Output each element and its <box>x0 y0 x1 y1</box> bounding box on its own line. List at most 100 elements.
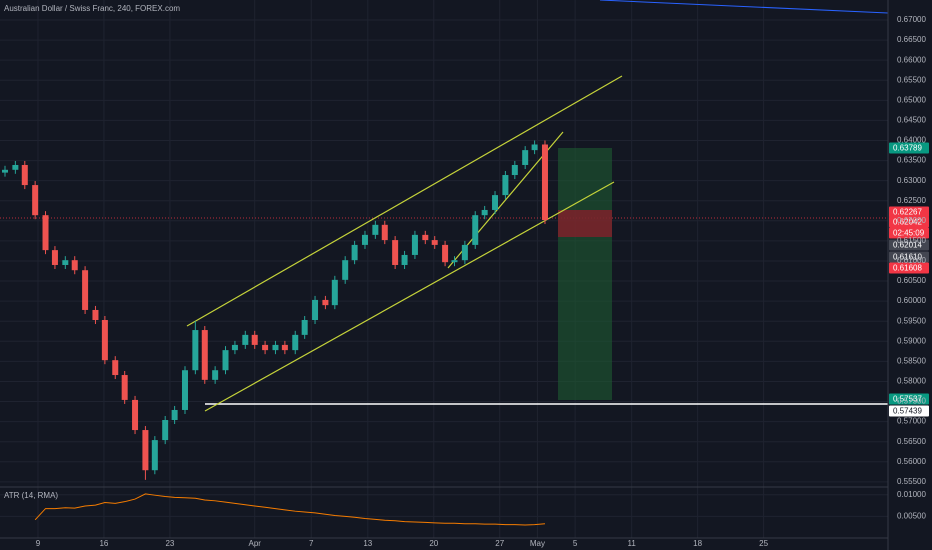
y-tick-label: 0.62500 <box>897 196 926 205</box>
candle-body <box>392 240 399 265</box>
candle-body <box>431 240 438 245</box>
candle-body <box>192 330 199 371</box>
candle-body <box>522 150 529 165</box>
x-tick-label: 18 <box>693 539 702 548</box>
candle-body <box>242 334 249 345</box>
candle-body <box>231 344 238 351</box>
x-tick-label: 5 <box>573 539 578 548</box>
candle-body <box>511 164 518 176</box>
candle-body <box>272 344 279 351</box>
candles <box>1 140 548 480</box>
candle-body <box>301 320 308 335</box>
candle-body <box>12 164 19 170</box>
x-tick-label: Apr <box>248 539 261 548</box>
y-tick-label: 0.67000 <box>897 15 926 24</box>
y-tick-label: 0.59000 <box>897 336 926 345</box>
price-tag-label: 02:45:09 <box>893 229 925 238</box>
candle-body <box>411 234 418 255</box>
y-tick-label: 0.62000 <box>897 216 926 225</box>
x-tick-label: 25 <box>759 539 768 548</box>
candle-body <box>531 144 538 151</box>
price-tag-label: 0.57537 <box>893 395 922 404</box>
price-tag <box>889 239 929 251</box>
candle-body <box>121 375 128 400</box>
candle-body <box>32 185 39 216</box>
price-tag <box>889 216 929 228</box>
y-tick-label: 0.61500 <box>897 236 926 245</box>
price-tag-label: 0.63789 <box>893 144 922 153</box>
candle-body <box>171 409 178 421</box>
y-tick-label: 0.65500 <box>897 75 926 84</box>
candle-body <box>201 330 208 380</box>
price-tag <box>889 251 929 263</box>
candle-body <box>322 299 329 306</box>
price-tag-label: 0.57439 <box>893 407 922 416</box>
candle-body <box>461 244 468 261</box>
candle-body <box>481 209 488 216</box>
candle-body <box>351 244 358 261</box>
y-tick-label: 0.57500 <box>897 397 926 406</box>
candle-body <box>222 350 229 371</box>
candle-body <box>401 254 408 265</box>
price-tag <box>889 227 929 239</box>
y-tick-label: 0.55500 <box>897 477 926 486</box>
grid <box>0 0 888 538</box>
candle-body <box>262 344 269 351</box>
candle-body <box>422 234 429 241</box>
candle-body <box>162 420 169 441</box>
candle-body <box>62 260 69 265</box>
y-tick-label: 0.65000 <box>897 95 926 104</box>
candle-body <box>101 320 108 361</box>
x-tick-label: May <box>530 539 545 548</box>
stop-zone <box>558 210 612 237</box>
y-tick-label: 0.64000 <box>897 136 926 145</box>
atr-line <box>34 493 546 526</box>
candle-body <box>42 215 49 251</box>
candle-body <box>381 224 388 241</box>
candle-body <box>21 164 28 186</box>
x-tick-label: 23 <box>165 539 174 548</box>
candle-body <box>112 360 119 376</box>
price-tag-label: 0.62014 <box>893 241 922 250</box>
candle-body <box>372 224 379 235</box>
candle-body <box>281 344 288 351</box>
price-tag <box>889 262 929 274</box>
price-tag <box>889 142 929 154</box>
candle-body <box>331 279 338 306</box>
candle-body <box>251 334 258 345</box>
x-tick-label: 7 <box>309 539 314 548</box>
candle-body <box>151 440 158 471</box>
x-tick-label: 20 <box>429 539 438 548</box>
y-tick-label: 0.57000 <box>897 417 926 426</box>
channel-top <box>186 75 623 327</box>
y2-tick-label: 0.00500 <box>897 511 926 520</box>
price-tag-label: 0.61608 <box>893 264 922 273</box>
y-tick-label: 0.56500 <box>897 437 926 446</box>
candle-body <box>132 399 139 431</box>
candle-body <box>212 370 219 380</box>
candle-body <box>442 244 449 263</box>
x-tick-label: 11 <box>628 539 637 548</box>
target-zone <box>558 148 612 400</box>
y-tick-label: 0.63000 <box>897 176 926 185</box>
y-tick-label: 0.58500 <box>897 356 926 365</box>
candle-body <box>92 309 99 321</box>
price-tag-label: 0.62267 <box>893 208 922 217</box>
chart-title: Australian Dollar / Swiss Franc, 240, FO… <box>4 4 180 13</box>
candle-body <box>451 260 458 263</box>
y-tick-label: 0.66500 <box>897 35 926 44</box>
candle-body <box>181 370 188 410</box>
x-tick-label: 27 <box>495 539 504 548</box>
candle-body <box>342 260 349 280</box>
candle-body <box>71 260 78 271</box>
y-tick-label: 0.60500 <box>897 276 926 285</box>
x-tick-label: 16 <box>99 539 108 548</box>
candle-body <box>361 234 368 245</box>
trend-line <box>599 0 889 14</box>
price-tag <box>889 206 929 218</box>
y-tick-label: 0.63500 <box>897 156 926 165</box>
y-tick-label: 0.56000 <box>897 457 926 466</box>
candle-body <box>292 334 299 351</box>
x-tick-label: 9 <box>36 539 41 548</box>
